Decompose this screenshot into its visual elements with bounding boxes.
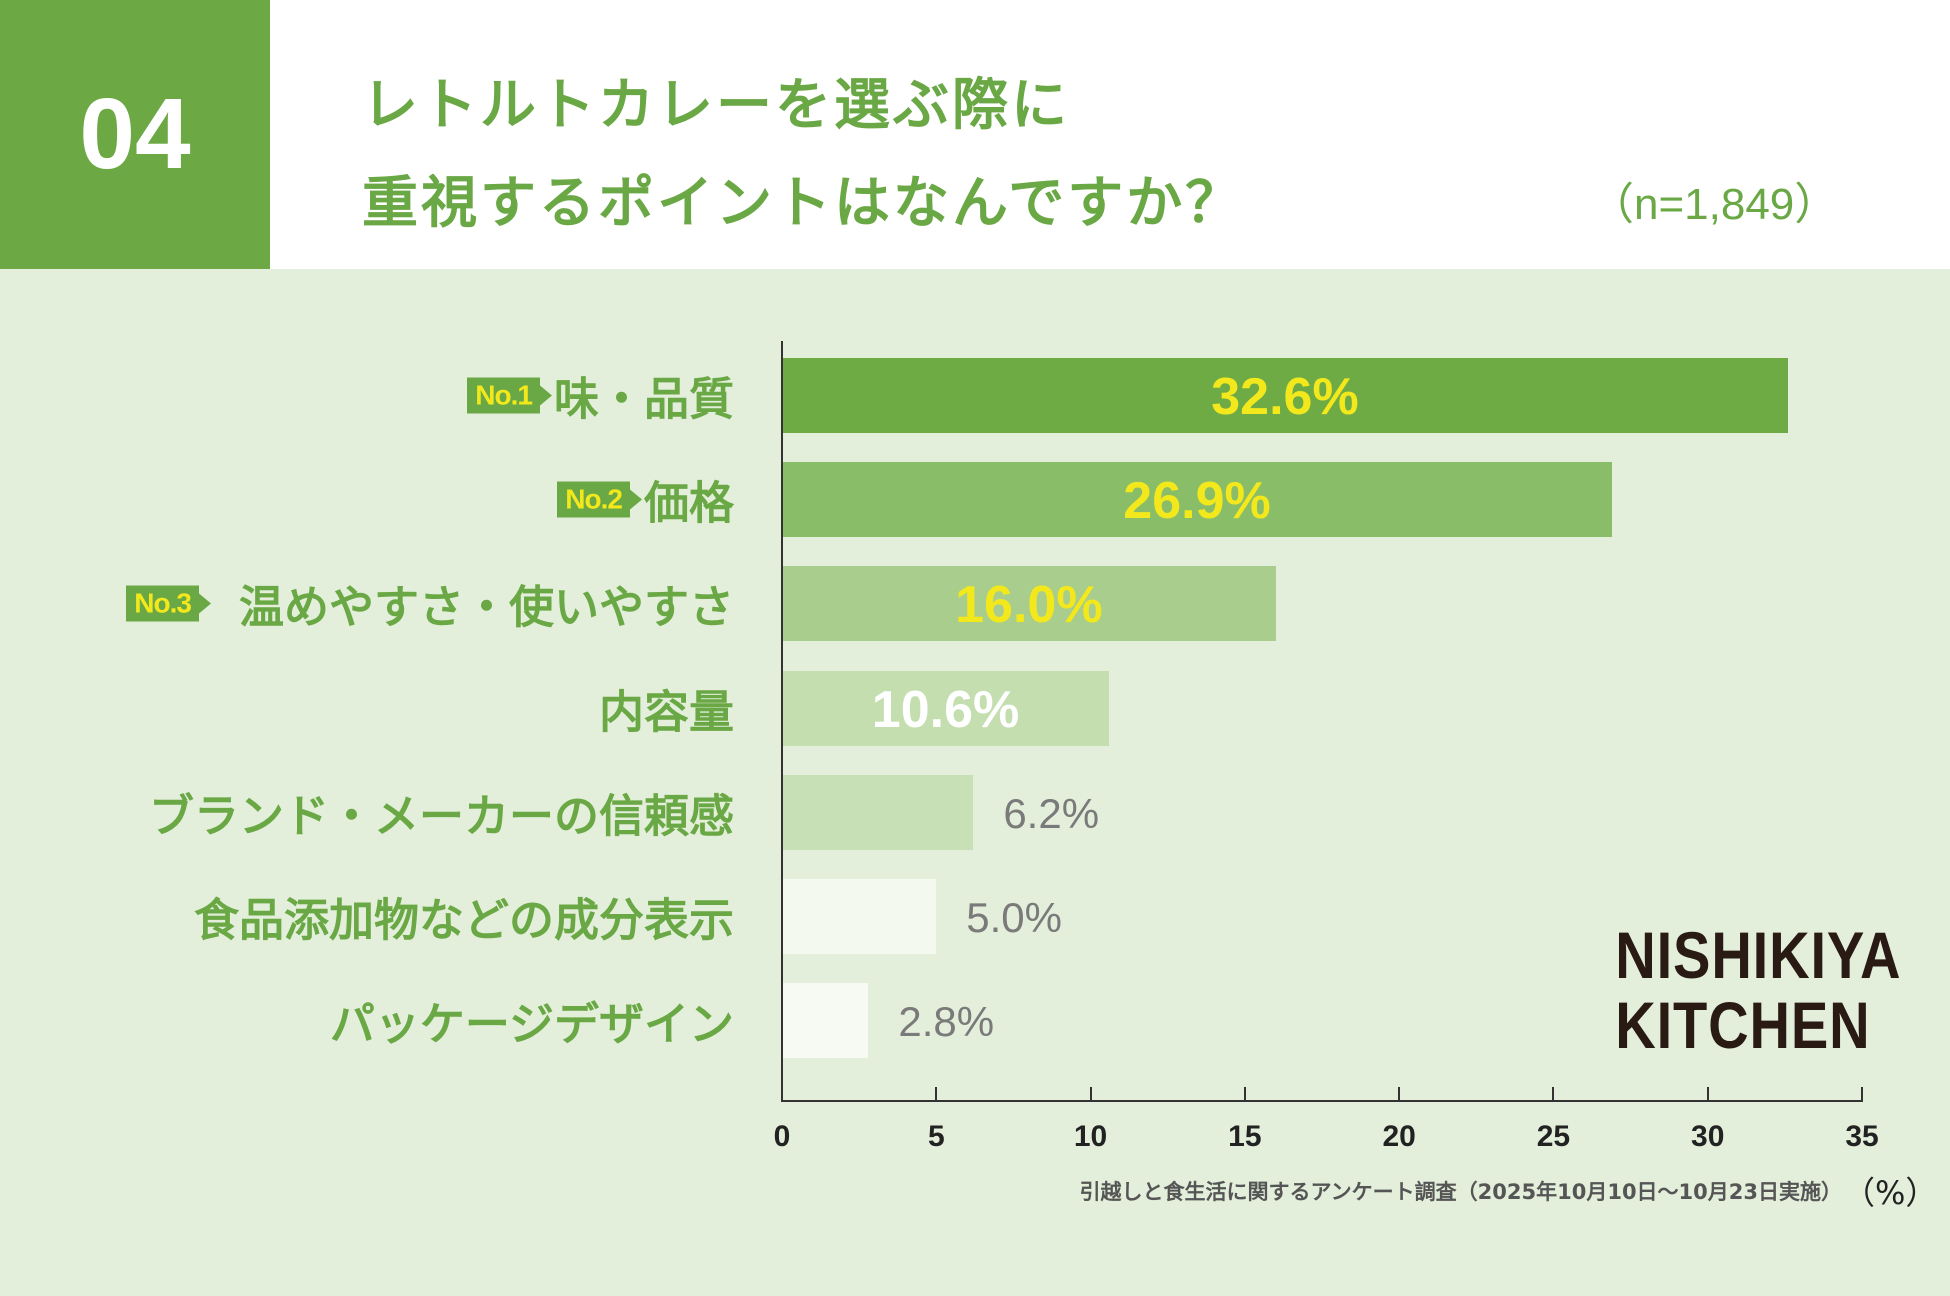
bar xyxy=(782,774,974,850)
category-label: 食品添加物などの成分表示 xyxy=(194,884,734,949)
source-note: 引越しと食生活に関するアンケート調査（2025年10月10日〜10月23日実施） xyxy=(1079,1180,1843,1204)
value-label: 2.8% xyxy=(898,998,995,1046)
category-text: 内容量 xyxy=(598,685,734,739)
x-tick-label: 20 xyxy=(1382,1120,1416,1153)
x-tick-mark xyxy=(935,1087,938,1101)
value-label: 10.6% xyxy=(871,680,1020,739)
x-tick-label: 30 xyxy=(1691,1120,1725,1153)
x-tick-label: 25 xyxy=(1536,1120,1571,1153)
y-axis xyxy=(781,341,783,1102)
bar xyxy=(782,566,1276,642)
bar xyxy=(782,462,1613,538)
category-text: 味・品質 xyxy=(553,372,734,426)
rank-badge: No.3 xyxy=(126,585,199,622)
x-tick-mark xyxy=(1089,1087,1092,1101)
category-label: ブランド・メーカーの信頼感 xyxy=(149,779,734,844)
x-tick-mark xyxy=(1398,1087,1401,1101)
value-label: 6.2% xyxy=(1003,789,1100,837)
category-label: 内容量 xyxy=(599,675,734,740)
x-tick-mark xyxy=(1552,1087,1555,1101)
x-axis xyxy=(781,1100,1863,1102)
value-label: 26.9% xyxy=(1123,472,1271,531)
x-tick-mark xyxy=(1243,1087,1246,1101)
rank-badge: No.1 xyxy=(467,377,540,413)
category-text: 温めやすさ・使いやすさ xyxy=(238,580,734,634)
category-text: 食品添加物などの成分表示 xyxy=(193,893,734,947)
x-tick-label: 0 xyxy=(773,1120,791,1153)
x-tick-label: 35 xyxy=(1845,1120,1879,1153)
category-label: No.3 温めやすさ・使いやすさ xyxy=(126,571,734,636)
x-unit: （%） xyxy=(1843,1174,1938,1212)
title-line-1: レトルトカレーを選ぶ際に xyxy=(362,73,1070,138)
category-text: ブランド・メーカーの信頼感 xyxy=(148,789,734,843)
bar xyxy=(782,983,869,1059)
x-tick-label: 10 xyxy=(1073,1120,1108,1153)
sample-size: （n=1,849） xyxy=(1590,180,1839,229)
logo: NISHIKIYA KITCHEN xyxy=(1615,918,1902,1062)
category-label: パッケージデザイン xyxy=(330,988,734,1053)
rank-badge: No.2 xyxy=(557,481,630,518)
title-line-2: 重視するポイントはなんですか？ xyxy=(362,171,1245,236)
value-label: 32.6% xyxy=(1211,368,1359,426)
x-tick-label: 15 xyxy=(1228,1120,1262,1153)
category-label: No.2 価格 xyxy=(557,467,734,532)
x-tick-label: 5 xyxy=(927,1120,945,1153)
category-label: No.1 味・品質 xyxy=(467,363,734,428)
value-label: 16.0% xyxy=(955,576,1103,635)
bar xyxy=(782,358,1788,433)
bar xyxy=(782,879,937,954)
header: 04 レトルトカレーを選ぶ際に 重視するポイントはなんですか？ （n=1,849… xyxy=(0,0,1950,269)
bar xyxy=(782,670,1110,746)
value-label: 5.0% xyxy=(966,894,1063,941)
category-text: パッケージデザイン xyxy=(329,997,734,1051)
logo-line-2: KITCHEN xyxy=(1615,988,1871,1062)
category-text: 価格 xyxy=(643,476,734,530)
question-number: 04 xyxy=(0,0,270,269)
x-tick-mark xyxy=(1861,1087,1863,1101)
logo-line-1: NISHIKIYA xyxy=(1615,918,1902,992)
x-tick-mark xyxy=(1706,1087,1709,1101)
